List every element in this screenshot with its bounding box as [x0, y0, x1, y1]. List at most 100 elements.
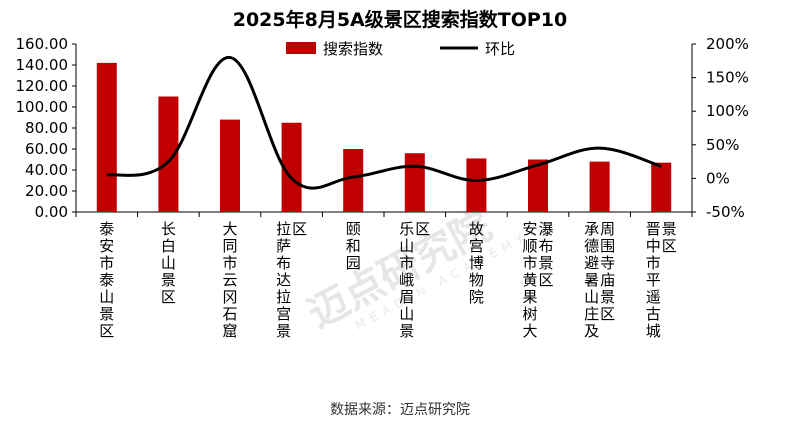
category-label-char: 峨: [399, 271, 414, 289]
category-label-char: 庄: [584, 305, 599, 323]
bar: [158, 96, 179, 212]
category-label-char: 区: [99, 322, 114, 340]
category-label-char: 景: [538, 254, 553, 272]
source-note: 数据来源：迈点研究院: [330, 402, 470, 418]
right-axis: -50% 0% 50% 100% 150% 200%: [706, 35, 749, 221]
category-label-char: 中: [646, 237, 661, 255]
category-label-char: 及: [584, 322, 599, 340]
category-label-char: 石: [222, 305, 237, 323]
category-label-char: 院: [469, 288, 484, 306]
category-label-char: 安: [522, 220, 537, 238]
axis-lines: [72, 43, 696, 217]
category-label-char: 承: [584, 220, 599, 238]
category-label-char: 乐: [399, 220, 414, 238]
watermark: 迈点研究院 MEADIN ACADEMY: [301, 203, 532, 338]
left-axis: 0.00 20.00 40.00 60.00 80.00 100.00 120.00 140.…: [16, 35, 69, 221]
category-label-char: 晋: [646, 220, 661, 238]
category-label-char: 黄: [522, 271, 537, 289]
category-label-char: 泰: [99, 220, 114, 238]
category-label-char: 顺: [522, 237, 537, 255]
category-label-char: 安: [99, 237, 114, 255]
category-label-char: 暑: [584, 271, 599, 289]
category-label-char: 冈: [222, 288, 237, 306]
category-label-char: 市: [222, 254, 237, 272]
category-label-char: 周: [600, 220, 615, 238]
category-label-char: 区: [161, 288, 176, 306]
category-label-char: 云: [222, 271, 237, 289]
category-label-char: 窟: [222, 322, 237, 340]
category-label-char: 山: [161, 254, 176, 272]
left-tick-label: 20.00: [25, 182, 68, 200]
left-tick-label: 60.00: [25, 140, 68, 158]
bars: [96, 62, 672, 213]
left-tick-label: 160.00: [16, 35, 69, 53]
category-label-char: 市: [646, 254, 661, 272]
category-label-char: 德: [584, 237, 599, 255]
category-label-char: 庙: [600, 271, 615, 289]
left-tick-label: 0.00: [35, 203, 68, 221]
category-label-char: 大: [222, 220, 237, 238]
category-label-char: 物: [469, 271, 484, 289]
legend-swatch-bar: [286, 42, 316, 54]
category-label-char: 达: [276, 271, 291, 289]
category-label-char: 博: [469, 254, 484, 272]
category-label-char: 白: [161, 237, 176, 255]
right-tick-label: 0%: [706, 169, 730, 187]
category-label-char: 萨: [276, 237, 291, 255]
right-tick-label: 50%: [706, 136, 739, 154]
chart-title: 2025年8月5A级景区搜索指数TOP10: [233, 8, 568, 31]
bar: [343, 149, 364, 212]
category-label-char: 宫: [469, 237, 484, 255]
category-label-char: 果: [522, 288, 537, 306]
left-tick-label: 100.00: [16, 98, 69, 116]
category-label-char: 颐: [346, 220, 361, 238]
category-label-char: 围: [600, 237, 615, 255]
left-tick-label: 40.00: [25, 161, 68, 179]
category-label-char: 山: [399, 237, 414, 255]
category-label-char: 遥: [646, 288, 661, 306]
bar: [96, 62, 117, 213]
category-label-char: 山: [399, 305, 414, 323]
category-label-char: 拉: [276, 220, 291, 238]
bar: [589, 161, 610, 212]
category-label-char: 大: [522, 322, 537, 340]
category-label-char: 瀑: [538, 220, 553, 238]
category-label-char: 拉: [276, 288, 291, 306]
category-label-char: 区: [292, 220, 307, 238]
category-label-char: 山: [584, 288, 599, 306]
category-label-char: 城: [646, 322, 661, 340]
category-label-char: 区: [538, 271, 553, 289]
left-tick-label: 140.00: [16, 56, 69, 74]
category-label-char: 眉: [399, 288, 414, 306]
category-label-char: 布: [538, 237, 553, 255]
left-tick-label: 80.00: [25, 119, 68, 137]
category-label-char: 区: [600, 305, 615, 323]
category-label-char: 景: [600, 288, 615, 306]
category-label-char: 区: [415, 220, 430, 238]
category-label-char: 长: [161, 220, 176, 238]
category-label-char: 布: [276, 254, 291, 272]
category-label: 颐和园: [346, 220, 361, 272]
category-label-char: 宫: [276, 305, 291, 323]
category-label-char: 市: [99, 254, 114, 272]
category-label-char: 景: [99, 305, 114, 323]
category-label-char: 古: [646, 305, 661, 323]
bar: [466, 158, 487, 212]
category-label-char: 寺: [600, 254, 615, 272]
category-label-char: 景: [399, 322, 414, 340]
bar: [528, 159, 548, 212]
category-label-char: 市: [522, 254, 537, 272]
legend-label-line: 环比: [485, 40, 515, 58]
line-path: [106, 55, 662, 190]
right-tick-label: -50%: [706, 203, 745, 221]
bar: [281, 122, 302, 212]
category-label-char: 景: [161, 271, 176, 289]
